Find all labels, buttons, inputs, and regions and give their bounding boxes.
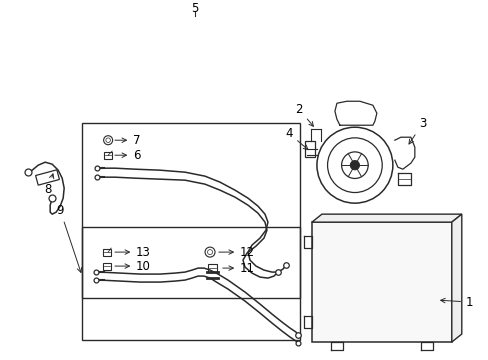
Text: 6: 6 — [115, 149, 141, 162]
Circle shape — [207, 249, 212, 255]
Bar — [305, 141, 314, 157]
Bar — [82, 123, 299, 298]
Circle shape — [103, 136, 112, 145]
Circle shape — [106, 138, 110, 143]
Bar — [36, 170, 60, 185]
Bar — [103, 249, 111, 256]
Polygon shape — [311, 214, 461, 222]
Circle shape — [204, 247, 215, 257]
Circle shape — [327, 138, 382, 193]
Bar — [207, 264, 216, 272]
Polygon shape — [311, 222, 451, 342]
Text: 9: 9 — [56, 204, 81, 273]
Text: 2: 2 — [295, 103, 313, 126]
Text: 7: 7 — [115, 134, 141, 147]
Text: 5: 5 — [191, 2, 198, 15]
Text: 12: 12 — [218, 246, 254, 258]
Text: 13: 13 — [115, 246, 151, 258]
Text: 4: 4 — [285, 127, 307, 150]
Circle shape — [349, 161, 359, 170]
Polygon shape — [451, 214, 461, 342]
Bar — [103, 262, 111, 270]
Text: 11: 11 — [223, 262, 254, 275]
Text: 8: 8 — [44, 174, 54, 196]
Text: 10: 10 — [115, 260, 151, 273]
Bar — [82, 227, 299, 340]
Text: 3: 3 — [408, 117, 426, 144]
Text: 1: 1 — [440, 296, 472, 309]
Bar — [104, 152, 112, 159]
Circle shape — [316, 127, 392, 203]
Circle shape — [341, 152, 367, 179]
